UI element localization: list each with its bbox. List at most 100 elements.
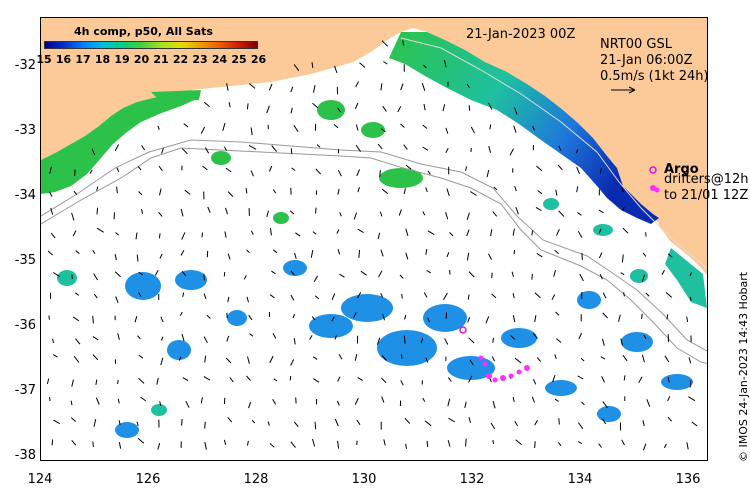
argo-legend-marker xyxy=(649,166,657,174)
current-vector xyxy=(493,186,498,191)
legend-tick-23: 23 xyxy=(192,53,208,66)
current-vector xyxy=(312,438,316,447)
current-vector xyxy=(331,293,336,300)
current-vector xyxy=(490,229,493,237)
map-plot-area[interactable] xyxy=(40,17,708,461)
current-vector xyxy=(355,124,359,131)
current-vector xyxy=(182,292,185,298)
current-vector xyxy=(247,440,249,446)
current-vector xyxy=(514,107,518,115)
current-vector xyxy=(598,443,602,448)
current-vectors xyxy=(46,40,698,451)
current-vector xyxy=(266,210,269,218)
y-tick-label: -36 xyxy=(14,318,36,333)
current-vector xyxy=(248,83,256,89)
current-vector xyxy=(533,379,537,385)
current-vector xyxy=(488,102,493,110)
current-vector xyxy=(70,400,73,406)
current-vector xyxy=(511,271,514,277)
current-vector xyxy=(248,401,252,409)
map-canvas xyxy=(41,18,707,451)
y-tick-label: -37 xyxy=(14,383,36,398)
current-vector xyxy=(383,61,388,65)
current-vector xyxy=(51,338,55,344)
current-vector xyxy=(92,336,99,341)
current-vector xyxy=(602,292,607,299)
current-vector xyxy=(51,439,54,446)
current-vector xyxy=(667,253,673,258)
argo-float-marker[interactable] xyxy=(459,326,467,334)
current-vector xyxy=(136,254,139,262)
current-vector xyxy=(184,189,191,195)
sst-west-band xyxy=(41,90,199,194)
current-vector xyxy=(336,229,340,234)
current-vector xyxy=(117,333,120,340)
current-vector xyxy=(464,401,467,409)
current-vector xyxy=(422,397,426,402)
current-vector xyxy=(580,357,585,362)
map-date-label: 21-Jan-2023 00Z xyxy=(466,27,576,42)
current-vector xyxy=(159,401,162,407)
current-vector xyxy=(421,83,426,91)
current-vector xyxy=(96,207,98,215)
current-vector xyxy=(643,443,647,451)
current-vector xyxy=(93,293,98,299)
current-vector xyxy=(89,169,93,174)
current-vector xyxy=(138,354,144,359)
current-vector xyxy=(405,164,412,170)
current-vector xyxy=(405,252,409,260)
current-vector xyxy=(558,418,560,425)
current-vector xyxy=(665,292,673,298)
current-vector xyxy=(334,65,338,74)
x-tick-label: 132 xyxy=(459,472,485,487)
current-vector xyxy=(579,273,584,282)
current-vector xyxy=(491,293,497,299)
current-vector xyxy=(290,294,295,301)
current-vector xyxy=(509,148,514,156)
bathymetry-contour-2 xyxy=(41,139,707,352)
current-vector xyxy=(229,377,234,383)
current-vector xyxy=(425,187,428,193)
current-vector xyxy=(404,314,407,320)
current-vector xyxy=(251,419,256,424)
current-vector xyxy=(602,401,608,409)
current-vector xyxy=(311,62,314,68)
current-vector xyxy=(512,314,516,323)
current-vector xyxy=(398,209,402,216)
current-vector xyxy=(688,396,696,402)
current-vector xyxy=(272,189,277,194)
current-vector xyxy=(446,252,450,258)
current-vector xyxy=(620,338,623,346)
current-vector xyxy=(227,191,234,197)
current-vector xyxy=(601,376,605,383)
current-vector xyxy=(490,422,496,430)
drifter-tracks[interactable] xyxy=(478,185,660,383)
current-vector xyxy=(555,189,558,196)
current-vector xyxy=(141,145,146,151)
bathymetry-contour-1 xyxy=(41,147,707,365)
current-vector xyxy=(558,442,562,447)
current-vector xyxy=(468,271,475,278)
current-vector xyxy=(485,316,490,324)
current-vector xyxy=(72,316,80,322)
current-vector xyxy=(185,400,190,408)
current-vector xyxy=(311,316,316,321)
current-vector xyxy=(250,170,254,177)
current-vector xyxy=(381,355,387,361)
legend-tick-24: 24 xyxy=(211,53,228,66)
current-vector xyxy=(137,335,141,340)
current-vector xyxy=(446,188,450,197)
current-vector xyxy=(492,439,494,445)
current-vector xyxy=(290,107,293,114)
current-vector xyxy=(403,144,408,150)
current-vector xyxy=(92,354,99,361)
current-vector xyxy=(310,250,314,258)
current-vector xyxy=(667,376,670,383)
current-vector xyxy=(621,439,625,446)
current-vector xyxy=(598,209,604,214)
current-vector xyxy=(686,316,689,322)
current-vector xyxy=(114,253,117,261)
current-vector xyxy=(204,147,210,154)
current-vector xyxy=(667,396,671,402)
current-vector xyxy=(334,335,337,340)
